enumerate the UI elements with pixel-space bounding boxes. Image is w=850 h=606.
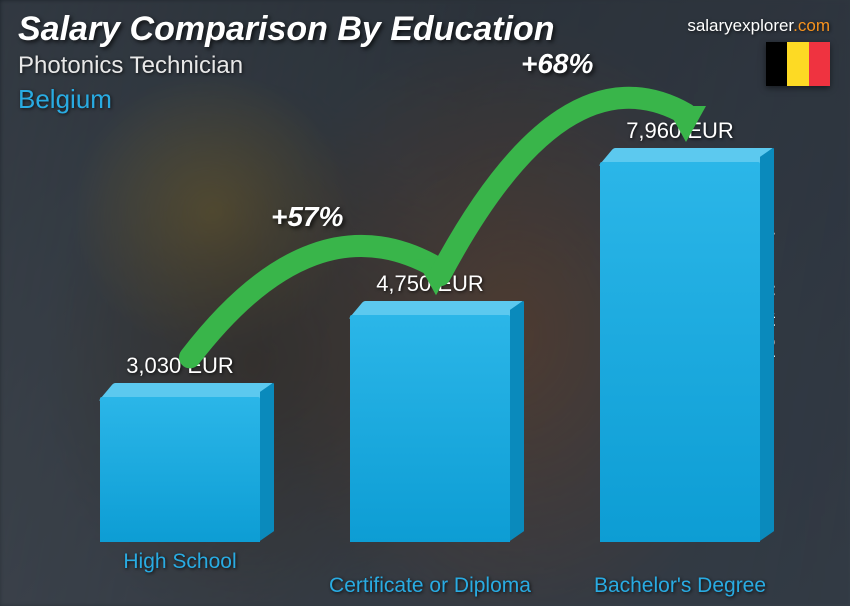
bar-2: 7,960 EURBachelor's Degree xyxy=(600,162,760,542)
bar-side-face xyxy=(260,382,274,541)
arrow-label-0: +57% xyxy=(271,201,343,233)
infographic-container: Salary Comparison By Education Photonics… xyxy=(0,0,850,606)
bar-front-face xyxy=(100,397,260,542)
bar-chart: 3,030 EURHigh School 4,750 EURCertificate… xyxy=(60,140,770,542)
chart-subtitle: Photonics Technician xyxy=(18,52,243,80)
flag-stripe-1 xyxy=(787,42,808,86)
bar-1: 4,750 EURCertificate or Diploma xyxy=(350,315,510,542)
bar-0: 3,030 EURHigh School xyxy=(100,397,260,542)
bar-body-0: 3,030 EUR xyxy=(100,397,260,542)
flag-belgium xyxy=(766,42,830,86)
bar-label-2: Bachelor's Degree xyxy=(570,573,790,598)
site-name: salaryexplorer xyxy=(687,16,793,35)
bar-value-0: 3,030 EUR xyxy=(80,353,280,379)
bar-front-face xyxy=(600,162,760,542)
flag-stripe-2 xyxy=(809,42,830,86)
bar-label-0: High School xyxy=(70,549,290,574)
bar-body-2: 7,960 EUR xyxy=(600,162,760,542)
flag-stripe-0 xyxy=(766,42,787,86)
bar-body-1: 4,750 EUR xyxy=(350,315,510,542)
bar-side-face xyxy=(510,300,524,541)
site-attribution: salaryexplorer.com xyxy=(687,16,830,36)
bar-side-face xyxy=(760,147,774,541)
chart-country: Belgium xyxy=(18,84,112,115)
arrow-label-1: +68% xyxy=(521,48,593,80)
bar-value-1: 4,750 EUR xyxy=(330,271,530,297)
bar-value-2: 7,960 EUR xyxy=(580,118,780,144)
chart-title: Salary Comparison By Education xyxy=(18,10,555,49)
bar-front-face xyxy=(350,315,510,542)
bar-label-1: Certificate or Diploma xyxy=(320,573,540,598)
site-domain: .com xyxy=(793,16,830,35)
